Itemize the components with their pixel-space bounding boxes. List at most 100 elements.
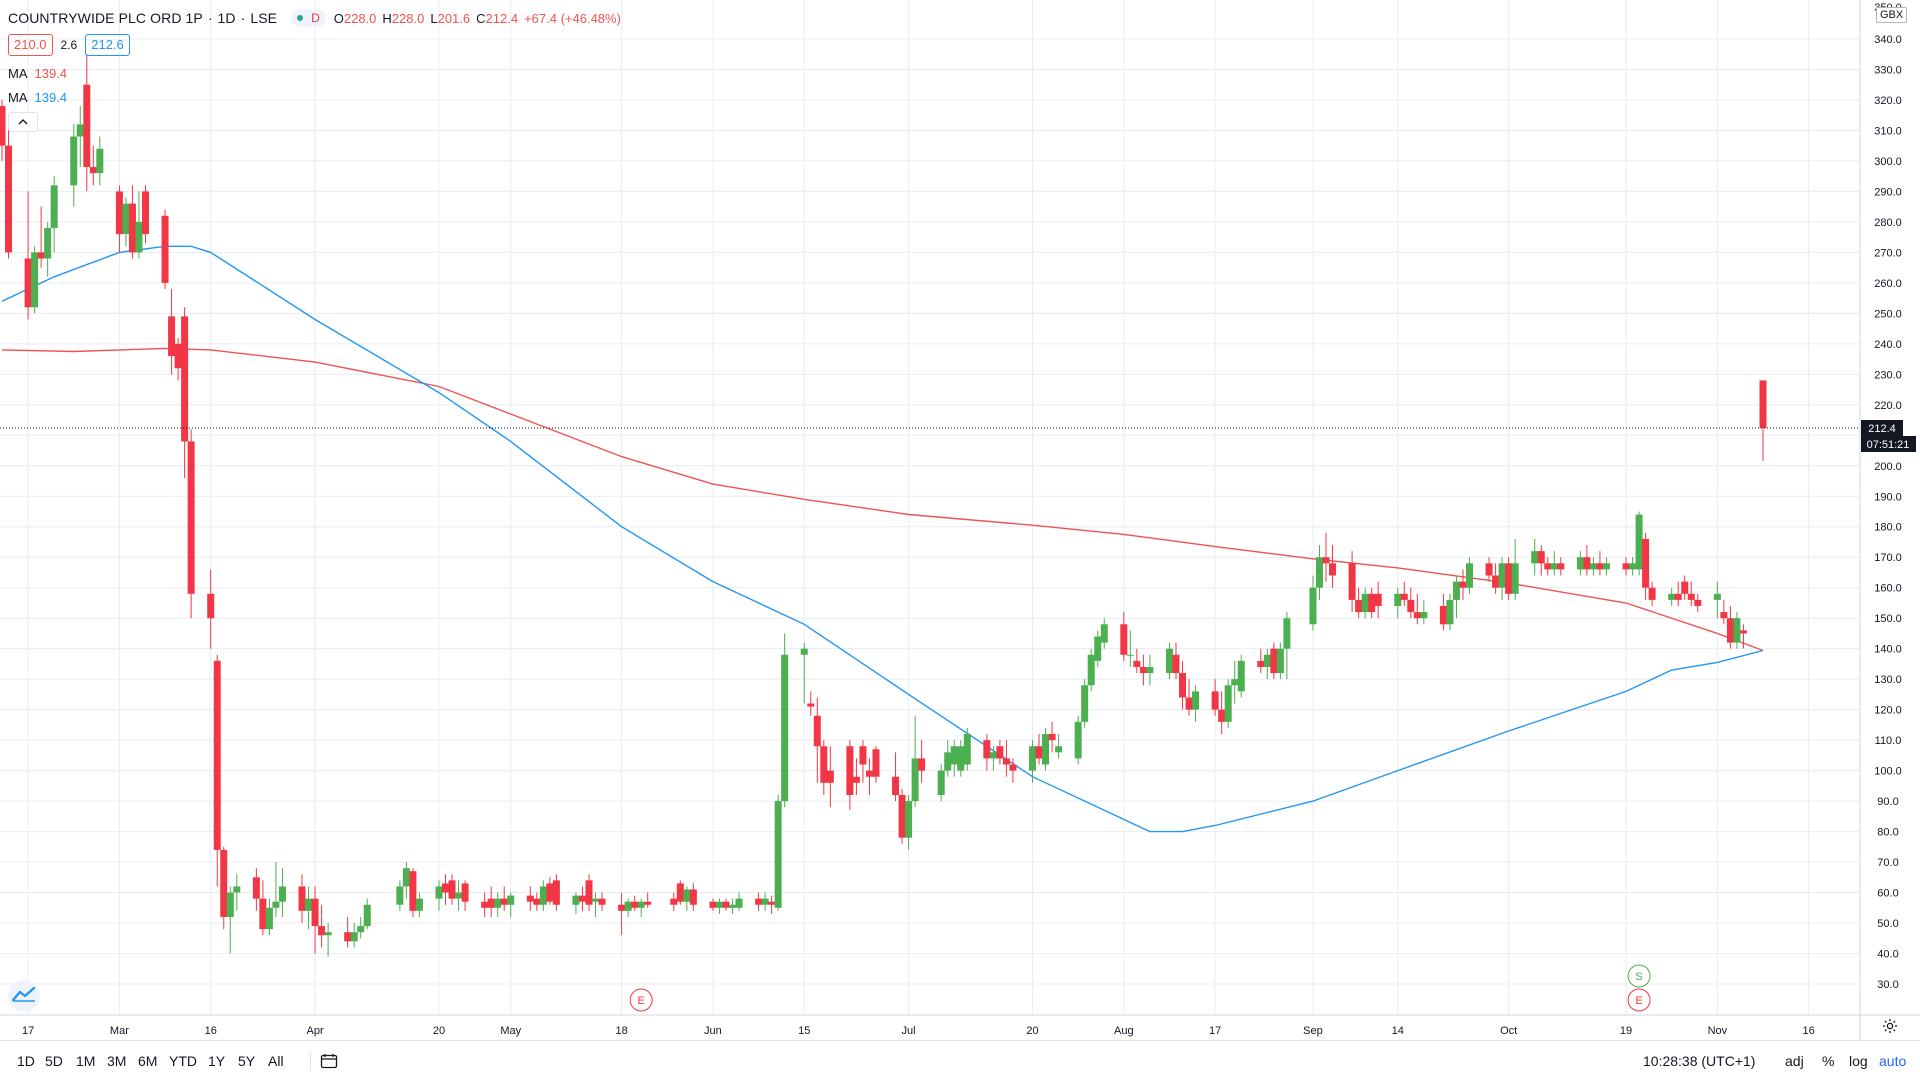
candle-body[interactable]: [820, 746, 828, 783]
candle-body[interactable]: [31, 252, 39, 308]
range-1d-button[interactable]: 1D: [17, 1053, 35, 1069]
candle-body[interactable]: [1583, 557, 1591, 570]
candle-body[interactable]: [128, 203, 136, 253]
candle-body[interactable]: [1446, 599, 1454, 625]
candle-body[interactable]: [572, 895, 580, 905]
candle-body[interactable]: [598, 898, 606, 905]
market-status-badge[interactable]: D: [291, 9, 326, 27]
candle-body[interactable]: [800, 648, 808, 655]
candle-body[interactable]: [735, 898, 743, 908]
range-1y-button[interactable]: 1Y: [208, 1053, 226, 1069]
candle-body[interactable]: [963, 734, 971, 765]
candle-body[interactable]: [448, 880, 456, 899]
candle-body[interactable]: [631, 901, 639, 908]
candle-body[interactable]: [1035, 746, 1043, 759]
candle-body[interactable]: [624, 901, 632, 911]
candle-body[interactable]: [1674, 593, 1682, 600]
candle-body[interactable]: [1218, 709, 1226, 722]
candle-body[interactable]: [442, 883, 450, 893]
candle-body[interactable]: [585, 880, 593, 905]
ma-indicator-legend[interactable]: MA 139.4: [8, 66, 67, 81]
candle-body[interactable]: [1029, 746, 1037, 771]
candle-body[interactable]: [350, 932, 358, 942]
candle-body[interactable]: [957, 746, 965, 771]
candle-body[interactable]: [1550, 563, 1558, 570]
range-all-button[interactable]: All: [268, 1053, 284, 1069]
candle-body[interactable]: [1622, 563, 1630, 570]
candle-body[interactable]: [709, 901, 717, 908]
candle-body[interactable]: [1042, 734, 1050, 765]
candle-body[interactable]: [44, 228, 52, 259]
candle-body[interactable]: [918, 758, 926, 771]
candle-body[interactable]: [481, 901, 489, 908]
candle-body[interactable]: [1394, 593, 1402, 606]
candle-body[interactable]: [807, 703, 815, 707]
candle-body[interactable]: [1133, 660, 1141, 667]
candle-body[interactable]: [363, 904, 371, 927]
candle-body[interactable]: [1329, 563, 1337, 576]
candle-body[interactable]: [1165, 648, 1173, 674]
candle-body[interactable]: [1087, 654, 1095, 686]
candle-body[interactable]: [272, 901, 280, 908]
candle-body[interactable]: [546, 883, 554, 902]
bid-price[interactable]: 210.0: [8, 34, 53, 56]
candle-body[interactable]: [1055, 746, 1063, 753]
candle-body[interactable]: [983, 740, 991, 759]
candle-body[interactable]: [1276, 648, 1284, 674]
candle-body[interactable]: [846, 746, 854, 795]
candle-body[interactable]: [1589, 563, 1597, 570]
candle-body[interactable]: [1648, 587, 1656, 600]
candle-body[interactable]: [122, 203, 130, 235]
tradingview-logo[interactable]: [8, 980, 40, 1012]
candle-body[interactable]: [5, 145, 13, 253]
candle-body[interactable]: [1439, 606, 1447, 625]
candle-body[interactable]: [141, 191, 149, 235]
candle-body[interactable]: [1492, 575, 1500, 588]
candle-body[interactable]: [905, 801, 913, 838]
candle-body[interactable]: [415, 898, 423, 911]
candle-body[interactable]: [781, 654, 789, 802]
candle-body[interactable]: [1459, 581, 1467, 588]
event-marker[interactable]: [629, 988, 653, 1012]
candle-body[interactable]: [1713, 593, 1721, 600]
candle-body[interactable]: [1361, 593, 1369, 613]
candle-body[interactable]: [1185, 697, 1193, 710]
candle-body[interactable]: [996, 746, 1004, 759]
candle-body[interactable]: [728, 904, 736, 908]
candle-body[interactable]: [1368, 593, 1376, 613]
candle-body[interactable]: [213, 660, 221, 850]
candle-body[interactable]: [944, 752, 952, 771]
candle-body[interactable]: [1537, 551, 1545, 564]
candle-body[interactable]: [1094, 636, 1102, 661]
candle-body[interactable]: [1466, 563, 1473, 588]
candle-body[interactable]: [311, 898, 319, 927]
candle-body[interactable]: [500, 898, 508, 905]
candle-body[interactable]: [50, 185, 58, 228]
candle-body[interactable]: [1120, 624, 1128, 655]
candle-body[interactable]: [1635, 514, 1643, 570]
candle-body[interactable]: [676, 883, 684, 902]
candle-body[interactable]: [892, 776, 900, 795]
candle-body[interactable]: [233, 886, 241, 893]
candle-body[interactable]: [207, 593, 215, 619]
candle-body[interactable]: [1687, 593, 1695, 600]
candle-body[interactable]: [24, 258, 32, 308]
candle-body[interactable]: [670, 898, 678, 905]
candle-body[interactable]: [539, 886, 547, 905]
range-5y-button[interactable]: 5Y: [238, 1053, 256, 1069]
symbol-header[interactable]: COUNTRYWIDE PLC ORD 1P · 1D · LSE D O228…: [8, 8, 627, 28]
candle-body[interactable]: [161, 215, 169, 283]
candle-body[interactable]: [898, 795, 906, 838]
candle-body[interactable]: [1642, 538, 1650, 588]
candle-body[interactable]: [722, 901, 730, 908]
candle-body[interactable]: [1237, 660, 1245, 692]
candle-body[interactable]: [774, 801, 782, 908]
candle-body[interactable]: [265, 907, 273, 930]
candle-body[interactable]: [1172, 654, 1180, 674]
ask-price[interactable]: 212.6: [85, 34, 130, 56]
candle-body[interactable]: [1759, 380, 1767, 428]
range-ytd-button[interactable]: YTD: [169, 1053, 197, 1069]
candle-body[interactable]: [83, 84, 91, 168]
event-marker[interactable]: [1627, 964, 1651, 988]
candle-body[interactable]: [220, 849, 228, 917]
